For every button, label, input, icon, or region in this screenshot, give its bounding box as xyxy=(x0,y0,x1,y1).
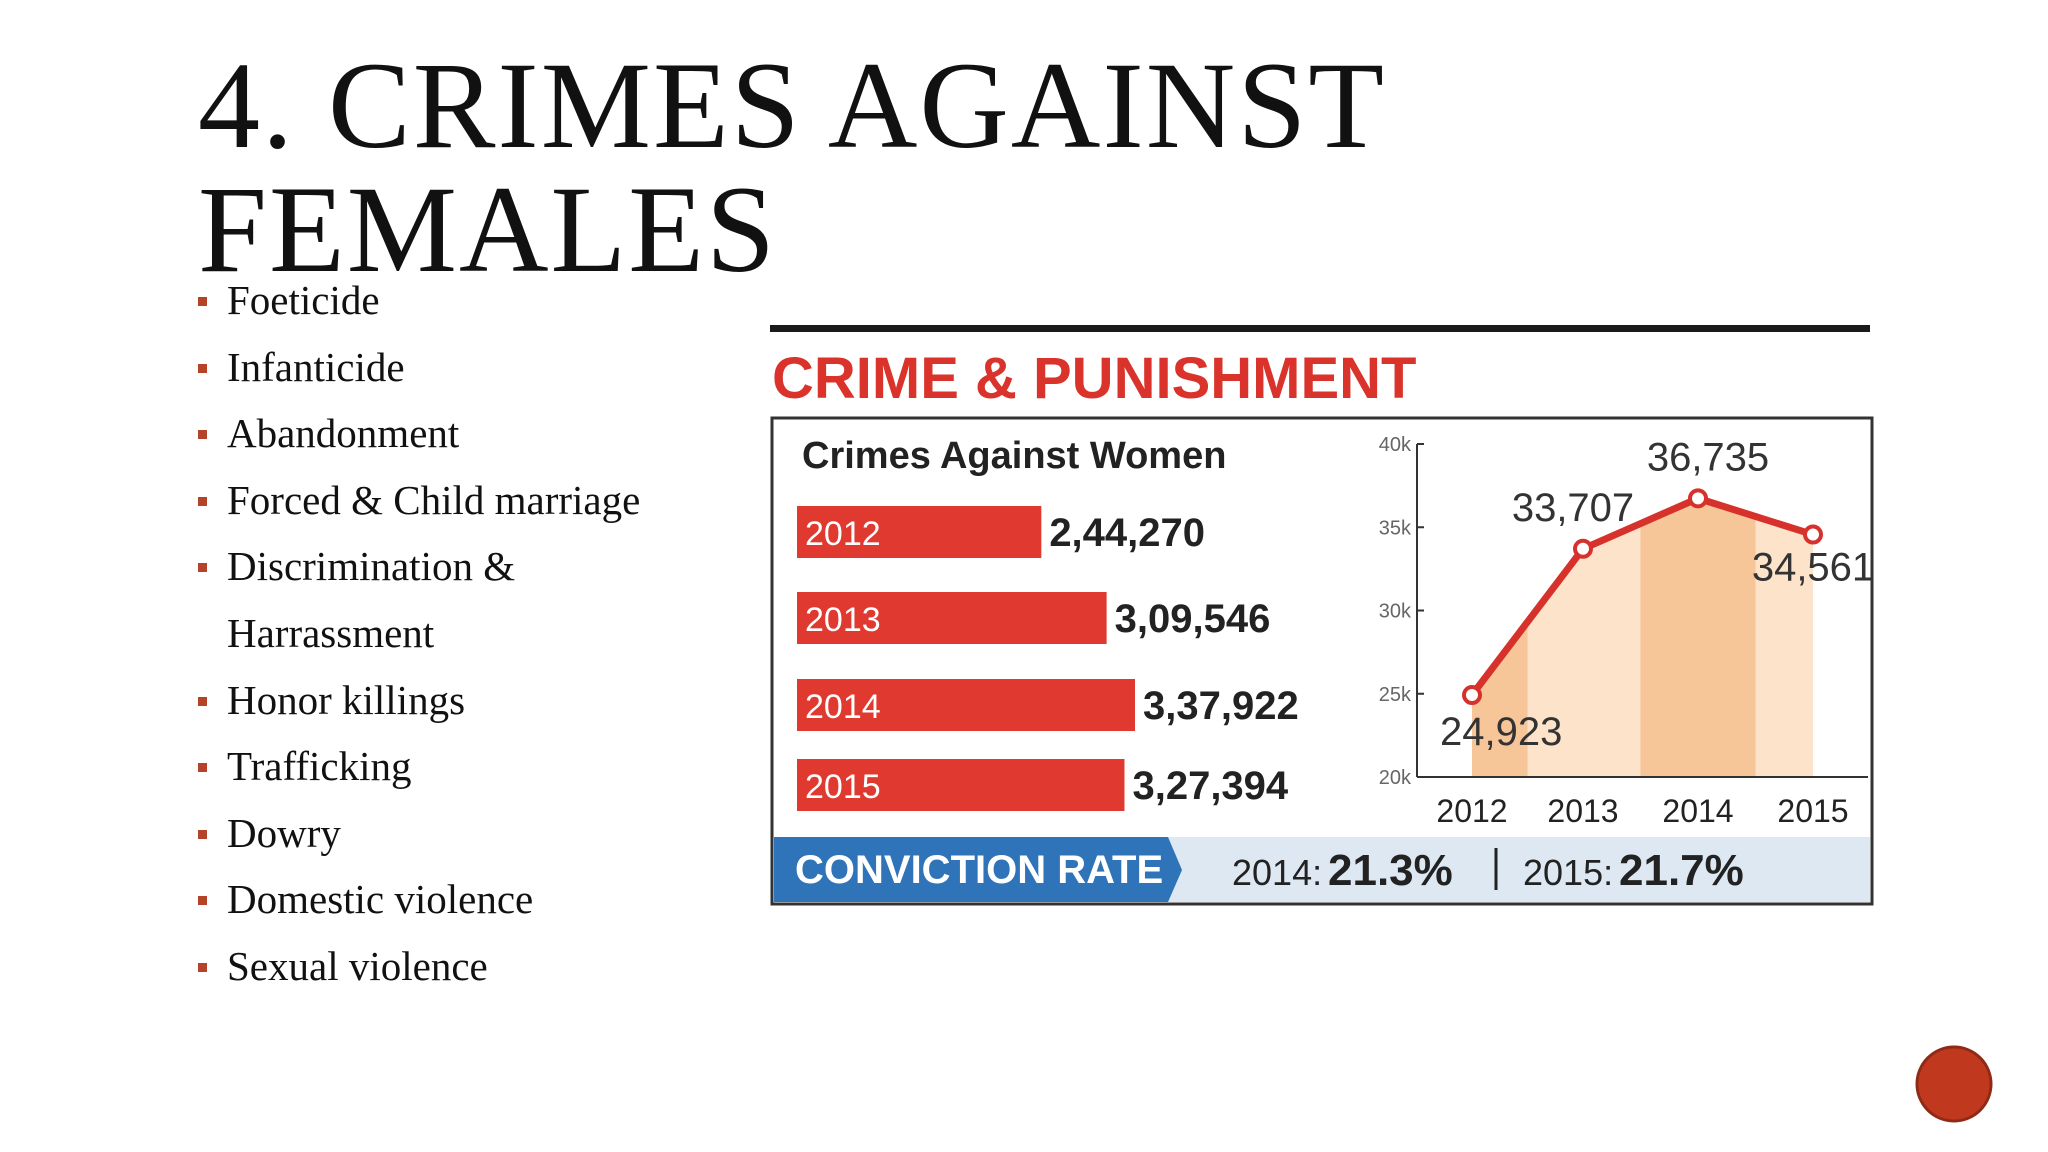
value-label: 33,707 xyxy=(1512,486,1634,530)
bar xyxy=(797,679,1135,731)
bullet-item: Foeticide xyxy=(196,267,726,334)
x-tick-label: 2012 xyxy=(1436,793,1507,829)
bullet-item: Domestic violence xyxy=(196,866,726,933)
bar-category-label: 2013 xyxy=(805,601,881,639)
bullet-item: Sexual violence xyxy=(196,933,726,1000)
y-tick-label: 20k xyxy=(1379,767,1412,789)
slide-title: 4. CRIMES AGAINST FEMALES xyxy=(198,37,1384,298)
value-label: 34,561 xyxy=(1752,546,1874,590)
point xyxy=(1803,524,1823,545)
bullet-item: Trafficking xyxy=(196,733,726,800)
bullet-item: Dowry xyxy=(196,800,726,867)
value-label: 36,735 xyxy=(1647,435,1769,479)
bar xyxy=(797,592,1107,644)
conviction-rate: 21.3% xyxy=(1328,846,1453,895)
line xyxy=(1469,494,1815,698)
bullet-item: Forced & Child marriage xyxy=(196,467,726,534)
conviction-label: CONVICTION RATE xyxy=(795,848,1163,892)
bullet-list: Foeticide Infanticide Abandonment Forced & … xyxy=(196,267,726,1000)
bar-category-label: 2015 xyxy=(805,768,881,806)
x-tick-label: 2014 xyxy=(1662,793,1733,829)
value-label: 24,923 xyxy=(1440,710,1562,754)
value-label: 3,37,922 xyxy=(1143,684,1299,728)
bar xyxy=(797,759,1125,811)
point xyxy=(1462,685,1482,706)
conviction-year: 2014: xyxy=(1232,852,1322,893)
bar xyxy=(797,506,1042,558)
value-label: 2,44,270 xyxy=(1049,511,1205,555)
x-tick-label: 2013 xyxy=(1547,793,1618,829)
top-rule xyxy=(770,325,1870,332)
bullet-item: Infanticide xyxy=(196,334,726,401)
value-label: 3,09,546 xyxy=(1115,597,1271,641)
bar-category-label: 2014 xyxy=(805,688,881,726)
area-band xyxy=(1640,498,1756,777)
y-tick-label: 40k xyxy=(1379,434,1412,456)
area-band xyxy=(1755,498,1813,777)
infographic-title: CRIME & PUNISHMENT xyxy=(772,346,1416,411)
nav-button[interactable] xyxy=(1915,1045,1993,1123)
bullet-item: Honor killings xyxy=(196,667,726,734)
y-tick-label: 30k xyxy=(1379,601,1412,623)
bullet-item: Discrimination & Harrassment xyxy=(196,533,726,666)
conviction-rate: 21.7% xyxy=(1619,846,1744,895)
x-tick-label: 2015 xyxy=(1777,793,1848,829)
point xyxy=(1573,538,1593,559)
bar-category-label: 2012 xyxy=(805,515,881,553)
value-label: 3,27,394 xyxy=(1132,764,1288,808)
y-tick-label: 35k xyxy=(1379,517,1412,539)
conviction-tag xyxy=(774,837,1182,902)
chart-title: Crimes Against Women xyxy=(802,435,1226,477)
point xyxy=(1688,488,1708,509)
y-tick-label: 25k xyxy=(1379,684,1412,706)
bullet-item: Abandonment xyxy=(196,400,726,467)
conviction-year: 2015: xyxy=(1523,852,1613,893)
